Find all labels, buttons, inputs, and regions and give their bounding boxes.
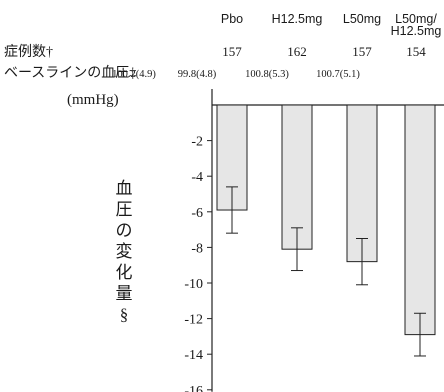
bar — [404, 104, 436, 336]
y-tick-label: -12 — [184, 313, 203, 328]
category-header-1: H12.5mg — [272, 12, 323, 26]
baseline-row: 100.2(4.9) 99.8(4.8) 100.8(5.3) 100.7(5.1) — [112, 69, 360, 80]
y-axis-label-char: § — [120, 305, 129, 324]
y-tick-label: -2 — [191, 135, 203, 150]
y-tick-label: -4 — [191, 170, 203, 185]
y-tick-label: -16 — [184, 384, 203, 392]
baseline-value: 100.2(4.9) — [112, 69, 156, 80]
count-row-label: 症例数† — [4, 44, 53, 60]
baseline-value: 100.8(5.3) — [245, 69, 289, 80]
category-header-0: Pbo — [221, 12, 243, 26]
category-headers: Pbo H12.5mg L50mg L50mg/H12.5mg — [221, 12, 442, 38]
y-tick-label: -14 — [184, 348, 203, 363]
y-axis-label-char: 変 — [116, 242, 133, 261]
bar — [281, 104, 313, 250]
y-tick-label: -10 — [184, 277, 203, 292]
count-row: 157 162 157 154 — [222, 44, 426, 59]
y-axis-label-char: 化 — [116, 263, 133, 282]
y-axis-label-char: の — [116, 221, 133, 240]
bars — [216, 104, 436, 357]
y-tick-label: -8 — [191, 241, 203, 256]
y-axis-label-char: 量 — [116, 284, 133, 303]
baseline-row-label: ベースラインの血圧‡ — [4, 65, 136, 81]
count-value: 154 — [406, 44, 426, 59]
baseline-value: 100.7(5.1) — [316, 69, 360, 80]
category-header-2: L50mg — [343, 12, 381, 26]
y-unit-label: (mmHg) — [67, 92, 119, 108]
category-header-3: L50mg/ — [395, 12, 437, 26]
count-value: 157 — [222, 44, 242, 59]
y-axis-label-char: 圧 — [116, 200, 133, 219]
count-value: 157 — [352, 44, 372, 59]
category-header-3-line1: H12.5mg — [391, 24, 442, 38]
y-tick-label: -6 — [191, 206, 203, 221]
baseline-value: 99.8(4.8) — [178, 69, 217, 80]
count-value: 162 — [287, 44, 307, 59]
y-axis-label-char: 血 — [116, 179, 133, 198]
